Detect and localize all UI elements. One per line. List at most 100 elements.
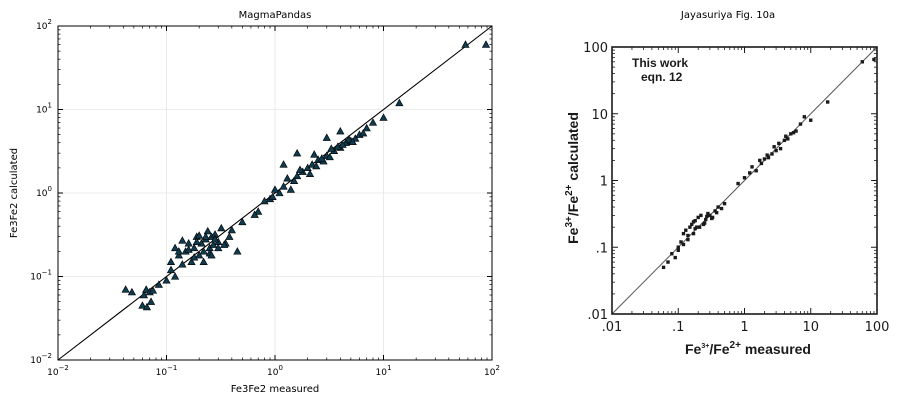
left-x-tick-label: 10−1: [156, 364, 178, 378]
left-data-point: [344, 135, 354, 143]
left-data-point: [195, 231, 204, 239]
right-data-point: [802, 115, 807, 119]
right-x-tick-label: .01: [602, 320, 623, 335]
right-ticks: .01.01 .1 .1 1 1 10 10 100 100: [583, 41, 889, 335]
left-x-tick-label: 10−2: [47, 364, 69, 378]
right-chart-title: Jayasuriya Fig. 10a: [680, 10, 775, 21]
left-data-point: [127, 287, 137, 296]
left-y-tick-label: 100: [36, 185, 52, 199]
left-data-point: [286, 185, 295, 193]
right-data-point: [699, 213, 703, 218]
magmapandas-chart: MagmaPandas 10−210−2 10−1 10−1 100 100 101 101…: [9, 10, 500, 395]
left-data-point: [190, 243, 199, 252]
right-data-point: [777, 141, 781, 146]
left-y-axis-label: Fe3Fe2 calculated: [9, 148, 20, 238]
right-data-point: [798, 122, 803, 126]
right-data-point: [860, 60, 865, 64]
left-data-point: [166, 265, 176, 274]
left-data-point: [279, 182, 288, 190]
right-data-point: [772, 145, 776, 149]
left-data-point: [225, 232, 234, 240]
left-data-point: [322, 133, 331, 141]
left-data-point: [178, 260, 187, 268]
left-data-point: [289, 176, 299, 184]
left-one-to-one-line-path: [57, 25, 493, 361]
left-data-point: [207, 250, 216, 259]
left-data-point: [121, 285, 130, 293]
left-data-point: [305, 169, 315, 177]
left-x-tick-label: 102: [484, 364, 500, 378]
left-data-point: [250, 210, 259, 218]
right-x-tick-label: 1: [740, 320, 748, 335]
left-data-point: [154, 280, 163, 288]
left-data-point: [199, 247, 208, 255]
right-data-point: [673, 255, 677, 260]
right-data-point: [770, 152, 774, 156]
left-data-point: [308, 160, 317, 168]
left-data-point: [293, 148, 302, 157]
right-y-tick-label: .01: [587, 308, 608, 323]
right-y-tick-label: .1: [596, 241, 608, 256]
left-data-point: [254, 207, 263, 215]
right-data-point: [693, 226, 697, 231]
left-data-point: [170, 272, 180, 280]
left-y-tick-label: 10−2: [30, 352, 52, 366]
right-data-point: [696, 215, 700, 220]
right-data-point: [872, 57, 876, 62]
right-data-point: [778, 146, 783, 151]
right-data-point: [794, 129, 798, 133]
left-y-tick-label: 102: [36, 18, 52, 32]
right-data-point: [686, 233, 690, 238]
jayasuriya-chart: Jayasuriya Fig. 10a .01.01 .1 .1 1 1 10 10 100 1…: [564, 10, 889, 357]
left-data-point: [195, 250, 204, 259]
left-data-point: [238, 217, 247, 226]
right-annotation-line-1: This work: [632, 56, 688, 70]
right-data-point: [765, 153, 769, 157]
right-data-point: [713, 209, 717, 213]
right-one-to-one-line-path: [611, 46, 878, 315]
left-data-point: [268, 192, 277, 201]
right-data-point: [714, 210, 719, 215]
right-data-point: [679, 240, 683, 244]
right-data-point: [791, 131, 796, 135]
right-y-axis-label: Fe3+/Fe2+ calculated: [564, 112, 581, 244]
right-data-point: [691, 220, 696, 224]
left-data-point: [217, 223, 226, 232]
right-data-point: [758, 158, 762, 163]
left-data-point: [166, 257, 176, 265]
right-data-point: [825, 100, 830, 104]
right-data-point: [759, 161, 764, 166]
left-x-tick-label: 101: [376, 364, 392, 378]
left-data-point: [190, 253, 199, 261]
left-data-point: [283, 174, 292, 182]
right-x-axis-label: Fe3+/Fe2+ measured: [685, 340, 811, 357]
left-data-point: [379, 113, 388, 121]
right-y-tick-label: 100: [583, 41, 608, 56]
right-data-point: [784, 134, 788, 138]
left-data-point: [148, 286, 158, 294]
left-data-point: [199, 257, 208, 265]
left-data-point: [310, 150, 319, 158]
right-data-point: [705, 214, 709, 219]
right-data-point: [782, 138, 787, 143]
left-data-point: [178, 236, 187, 244]
right-data-point: [708, 213, 712, 218]
left-data-point: [214, 243, 223, 252]
right-data-point: [809, 118, 813, 122]
right-data-point: [684, 228, 688, 232]
left-ticks: 10−210−2 10−1 10−1 100 100 101 101 102 102: [30, 18, 500, 378]
left-x-axis-label: Fe3Fe2 measured: [231, 384, 320, 395]
left-data-point: [481, 40, 491, 48]
left-data-point: [233, 247, 242, 255]
right-data-point: [722, 201, 727, 206]
left-y-tick-label: 10−1: [30, 269, 52, 283]
left-data-point: [336, 126, 345, 135]
right-data-point: [766, 155, 771, 160]
right-data-point: [697, 225, 702, 229]
right-data-point: [704, 217, 708, 222]
left-data-point: [348, 137, 357, 146]
left-data-point: [138, 301, 147, 309]
left-data-point: [395, 98, 404, 107]
right-x-tick-label: 100: [865, 320, 890, 335]
left-data-point: [192, 237, 201, 246]
